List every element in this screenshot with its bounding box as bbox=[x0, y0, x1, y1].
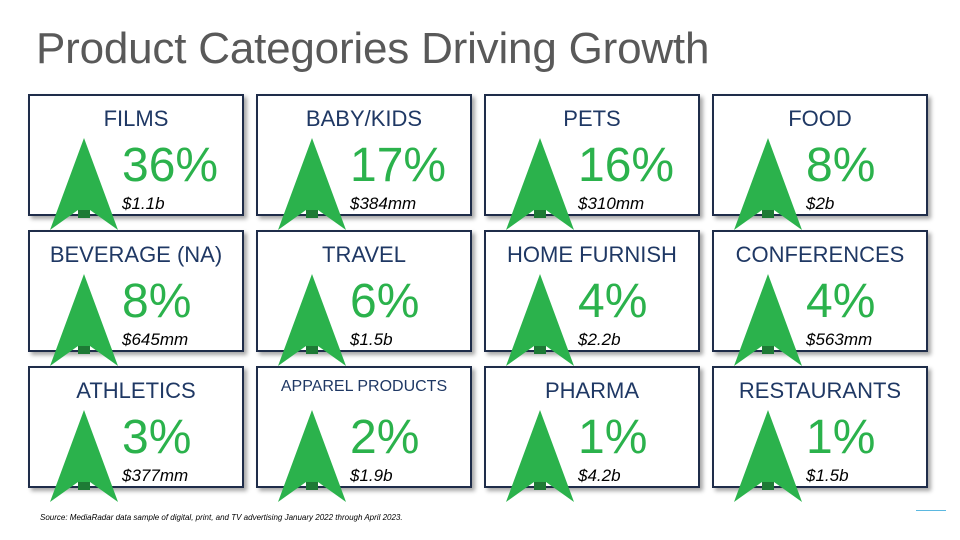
growth-percent: 2% bbox=[350, 411, 420, 464]
up-arrow-icon bbox=[506, 138, 574, 230]
growth-percent: 16% bbox=[578, 139, 675, 192]
category-label: RESTAURANTS bbox=[738, 378, 902, 403]
accent-divider bbox=[916, 510, 946, 511]
up-arrow-icon bbox=[50, 138, 118, 230]
category-label: FILMS bbox=[103, 106, 169, 131]
category-label: BEVERAGE (NA) bbox=[49, 242, 223, 267]
category-card: ATHLETICS 3% $377mm bbox=[28, 366, 244, 502]
up-arrow-icon bbox=[50, 274, 118, 366]
category-label: FOOD bbox=[788, 106, 852, 131]
category-card: FILMS 36% $1.1b bbox=[28, 94, 244, 230]
growth-percent: 8% bbox=[806, 139, 876, 192]
category-label: PETS bbox=[563, 106, 621, 131]
growth-percent: 4% bbox=[806, 275, 876, 328]
up-arrow-icon bbox=[734, 138, 802, 230]
category-label: CONFERENCES bbox=[735, 242, 905, 267]
spend-amount: $4.2b bbox=[578, 466, 621, 485]
category-card: CONFERENCES 4% $563mm bbox=[712, 230, 928, 366]
spend-amount: $1.9b bbox=[350, 466, 393, 485]
category-grid: FILMS 36% $1.1b BABY/KIDS 17% $384mm PET… bbox=[28, 94, 928, 502]
spend-amount: $1.5b bbox=[350, 330, 393, 349]
category-card: PETS 16% $310mm bbox=[484, 94, 700, 230]
up-arrow-icon bbox=[734, 410, 802, 502]
spend-amount: $563mm bbox=[806, 330, 873, 349]
growth-percent: 6% bbox=[350, 275, 420, 328]
growth-percent: 4% bbox=[578, 275, 648, 328]
up-arrow-icon bbox=[506, 410, 574, 502]
spend-amount: $1.1b bbox=[122, 194, 165, 213]
up-arrow-icon bbox=[278, 274, 346, 366]
spend-amount: $2.2b bbox=[578, 330, 621, 349]
category-card: BEVERAGE (NA) 8% $645mm bbox=[28, 230, 244, 366]
category-card: RESTAURANTS 1% $1.5b bbox=[712, 366, 928, 502]
category-card: BABY/KIDS 17% $384mm bbox=[256, 94, 472, 230]
growth-percent: 1% bbox=[806, 411, 876, 464]
growth-percent: 8% bbox=[122, 275, 192, 328]
growth-percent: 36% bbox=[122, 139, 219, 192]
category-label: PHARMA bbox=[544, 378, 640, 403]
spend-amount: $384mm bbox=[350, 194, 417, 213]
spend-amount: $310mm bbox=[578, 194, 645, 213]
category-label: HOME FURNISH bbox=[507, 242, 677, 267]
spend-amount: $377mm bbox=[122, 466, 189, 485]
category-label: TRAVEL bbox=[322, 242, 406, 267]
category-label: ATHLETICS bbox=[76, 378, 196, 403]
growth-percent: 3% bbox=[122, 411, 192, 464]
category-label: BABY/KIDS bbox=[305, 106, 423, 131]
up-arrow-icon bbox=[506, 274, 574, 366]
up-arrow-icon bbox=[278, 410, 346, 502]
category-card: HOME FURNISH 4% $2.2b bbox=[484, 230, 700, 366]
growth-percent: 17% bbox=[350, 139, 447, 192]
category-card: TRAVEL 6% $1.5b bbox=[256, 230, 472, 366]
category-label: APPAREL PRODUCTS bbox=[280, 378, 448, 395]
category-card: FOOD 8% $2b bbox=[712, 94, 928, 230]
spend-amount: $1.5b bbox=[806, 466, 849, 485]
growth-percent: 1% bbox=[578, 411, 648, 464]
source-note: Source: MediaRadar data sample of digita… bbox=[40, 513, 403, 522]
spend-amount: $645mm bbox=[122, 330, 189, 349]
up-arrow-icon bbox=[734, 274, 802, 366]
category-card: PHARMA 1% $4.2b bbox=[484, 366, 700, 502]
spend-amount: $2b bbox=[806, 194, 835, 213]
up-arrow-icon bbox=[50, 410, 118, 502]
page-title: Product Categories Driving Growth bbox=[36, 24, 710, 73]
category-card: APPAREL PRODUCTS 2% $1.9b bbox=[256, 366, 472, 502]
up-arrow-icon bbox=[278, 138, 346, 230]
